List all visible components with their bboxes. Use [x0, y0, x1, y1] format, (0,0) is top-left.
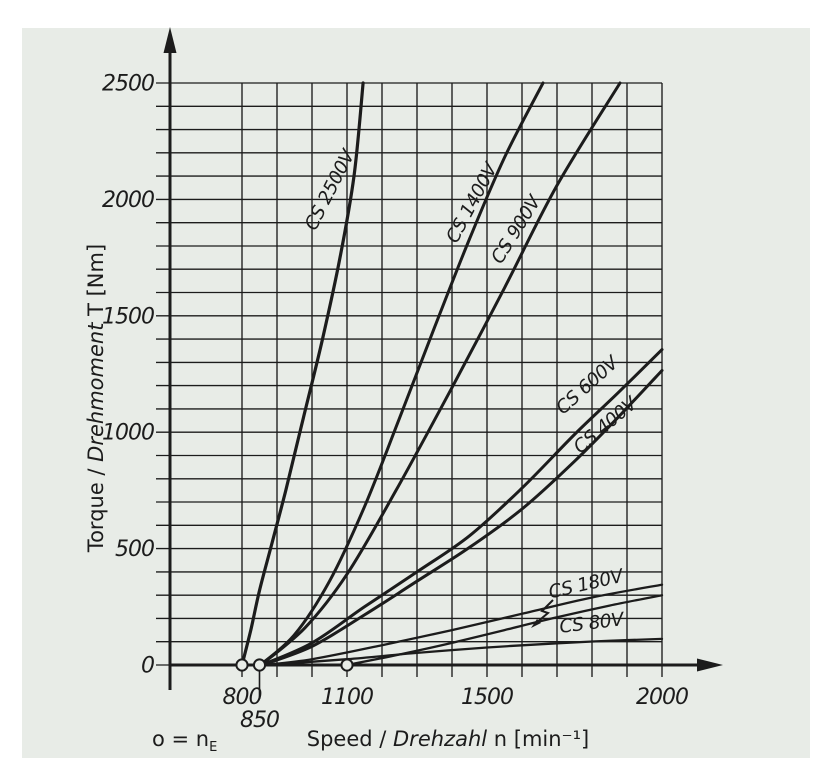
- engagement-speed-markers: [235, 658, 354, 672]
- engagement-circle-850: [252, 658, 267, 672]
- x-tick-label: 850: [240, 708, 279, 733]
- engagement-circle-1100: [340, 658, 354, 672]
- x-tick-label: 1500: [461, 685, 513, 710]
- x-tick-label: 1100: [321, 685, 373, 710]
- curve-line-cs-2500v: [240, 81, 365, 667]
- y-axis-tick-labels: 0 500 1000 1500 2000 2500: [102, 72, 155, 679]
- torque-curves: [240, 81, 664, 667]
- y-axis-arrowhead: [163, 27, 177, 53]
- cs180v-leader-arrow: [531, 599, 554, 628]
- y-tick-label: 1000: [102, 421, 154, 446]
- curve-line-cs-180v: [261, 583, 664, 667]
- curve-line-cs-600v: [260, 348, 664, 667]
- x-tick-label: 800: [223, 685, 262, 710]
- y-tick-label: 1500: [102, 304, 154, 329]
- y-tick-label: 500: [115, 537, 154, 562]
- engagement-note: o = nE: [152, 727, 217, 755]
- curve-line-cs-1400v: [258, 81, 545, 667]
- x-axis-arrowhead: [697, 658, 723, 672]
- y-tick-label: 0: [141, 654, 154, 679]
- curve-line-cs-900v: [259, 81, 622, 667]
- y-tick-label: 2500: [102, 72, 154, 97]
- x-axis-title: Speed / Drehzahl n [min⁻¹]: [307, 727, 590, 751]
- x-tick-label: 2000: [636, 685, 688, 710]
- curve-line-cs-400v: [260, 369, 664, 667]
- chart-panel: [22, 28, 810, 758]
- y-axis-title: Torque / Drehmoment T [Nm]: [84, 244, 108, 553]
- engagement-circle-800: [235, 658, 249, 672]
- y-tick-label: 2000: [102, 188, 154, 213]
